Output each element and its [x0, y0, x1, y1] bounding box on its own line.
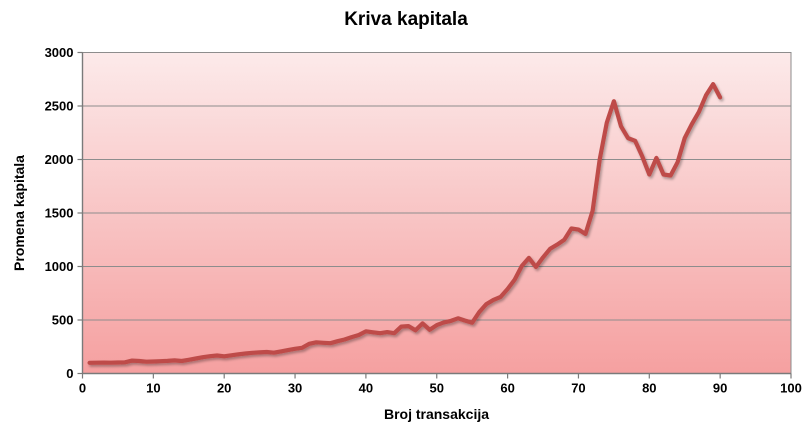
x-tick-label-50: 50 [430, 381, 444, 396]
x-axis-title: Broj transakcija [383, 406, 490, 422]
x-tick-label-0: 0 [79, 381, 86, 396]
chart-title: Kriva kapitala [344, 9, 468, 30]
y-tick-label-0: 0 [66, 366, 73, 381]
x-tick-label-20: 20 [217, 381, 231, 396]
x-tick-label-100: 100 [780, 381, 802, 396]
y-tick-label-2500: 2500 [45, 99, 74, 114]
y-tick-label-1000: 1000 [45, 259, 74, 274]
x-tick-label-80: 80 [642, 381, 656, 396]
x-tick-label-30: 30 [288, 381, 302, 396]
x-tick-label-10: 10 [146, 381, 160, 396]
x-tick-label-60: 60 [500, 381, 514, 396]
equity-line [87, 81, 723, 365]
y-tick-label-2000: 2000 [45, 152, 74, 167]
y-tick-label-3000: 3000 [45, 45, 74, 60]
x-tick-label-70: 70 [571, 381, 585, 396]
x-tick-label-90: 90 [713, 381, 727, 396]
y-tick-label-500: 500 [52, 313, 74, 328]
y-tick-label-1500: 1500 [45, 206, 74, 221]
x-tick-label-40: 40 [359, 381, 373, 396]
